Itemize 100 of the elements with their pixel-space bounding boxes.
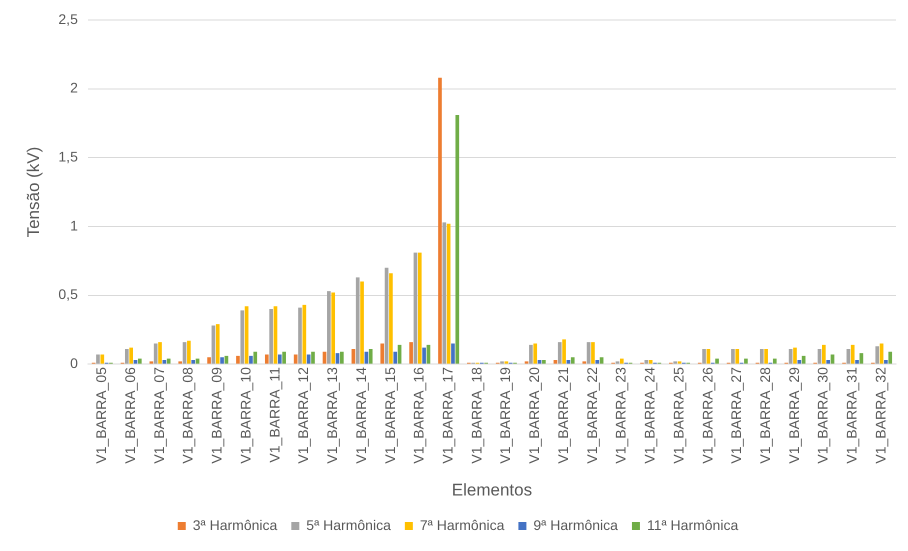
bar (830, 354, 834, 364)
bar (822, 344, 826, 364)
bar (398, 344, 402, 364)
bar (253, 352, 258, 364)
bar (529, 344, 533, 364)
bar (442, 222, 446, 364)
x-tick-label: V1_BARRA_16 (410, 366, 427, 464)
y-tick-label: 2,5 (58, 10, 78, 27)
bar (764, 348, 768, 364)
bar (715, 358, 719, 364)
x-tick-label: V1_BARRA_08 (180, 366, 196, 464)
x-tick-label: V1_BARRA_25 (670, 366, 686, 464)
bar (393, 352, 398, 364)
bar (154, 343, 158, 364)
bar (855, 360, 859, 364)
bar (880, 343, 884, 364)
bar (269, 309, 273, 364)
bar (455, 114, 460, 364)
bar (446, 224, 450, 364)
bar (826, 360, 830, 364)
x-tick-label: V1_BARRA_18 (468, 366, 484, 464)
x-tick-label: V1_BARRA_30 (814, 366, 831, 464)
bar (533, 343, 538, 364)
bar (409, 342, 413, 364)
bar (356, 277, 360, 364)
x-tick-label: V1_BARRA_28 (756, 366, 773, 464)
bar (191, 360, 196, 364)
bar (538, 360, 542, 364)
bar (884, 360, 888, 364)
bar (566, 360, 570, 364)
bar (414, 252, 418, 364)
x-tick-label: V1_BARRA_11 (266, 366, 282, 463)
bar (426, 344, 430, 364)
bar (360, 282, 364, 364)
bar (380, 343, 384, 364)
y-tick-label: 0 (70, 354, 78, 371)
bar (207, 357, 211, 364)
bar (306, 354, 310, 364)
bar (236, 356, 240, 364)
bar (352, 348, 356, 364)
bar (554, 360, 558, 364)
bar (294, 354, 298, 364)
x-tick-label: V1_BARRA_32 (872, 366, 888, 464)
bar (302, 304, 306, 364)
bar (224, 356, 228, 364)
legend-label: 7ª Harmônica (420, 516, 505, 533)
bar (129, 348, 133, 364)
bar (678, 361, 682, 364)
x-tick-label: V1_BARRA_19 (497, 366, 514, 464)
bar (731, 348, 735, 364)
x-tick-label: V1_BARRA_09 (208, 366, 225, 464)
x-tick-label: V1_BARRA_26 (699, 366, 716, 464)
bar (875, 346, 880, 364)
bar (134, 360, 138, 364)
x-tick-label: V1_BARRA_27 (728, 366, 744, 464)
bar (278, 354, 282, 364)
bar (182, 342, 186, 364)
bar (570, 357, 575, 364)
bar (422, 348, 426, 364)
x-tick-label: V1_BARRA_31 (844, 366, 860, 464)
bar (244, 306, 248, 364)
bar (616, 361, 620, 364)
bar (364, 352, 368, 364)
bar (702, 348, 706, 364)
bar (644, 360, 648, 364)
bar (158, 342, 162, 364)
bar (216, 324, 220, 364)
bar (500, 361, 504, 364)
x-tick-label: V1_BARRA_10 (237, 366, 254, 464)
x-tick-label: V1_BARRA_22 (584, 366, 600, 464)
bar (298, 308, 302, 364)
bar (558, 342, 562, 364)
y-tick-label: 1,5 (58, 148, 78, 164)
bar (282, 352, 286, 364)
bar (648, 360, 653, 364)
x-tick-label: V1_BARRA_14 (352, 366, 369, 464)
bar (96, 354, 100, 364)
legend-label: 3ª Harmônica (192, 516, 278, 533)
bar (797, 360, 802, 364)
x-tick-label: V1_BARRA_17 (439, 366, 456, 464)
y-tick-label: 2 (70, 80, 78, 96)
bar (249, 356, 253, 364)
x-tick-label: V1_BARRA_24 (642, 366, 658, 464)
bar (212, 326, 216, 364)
bar (735, 348, 740, 364)
bar (196, 358, 200, 364)
bar (600, 357, 604, 364)
bar (586, 342, 590, 364)
bar (860, 353, 864, 364)
bar (124, 348, 129, 364)
y-tick-label: 1 (70, 217, 78, 234)
bar (368, 348, 373, 364)
x-tick-label: V1_BARRA_15 (382, 366, 398, 464)
legend-label: 5ª Harmônica (306, 516, 392, 533)
y-tick-label: 0,5 (58, 286, 78, 302)
bar (327, 291, 331, 364)
x-tick-label: V1_BARRA_23 (612, 366, 629, 464)
bar (595, 360, 600, 364)
bar (340, 352, 344, 364)
bar (802, 356, 806, 364)
